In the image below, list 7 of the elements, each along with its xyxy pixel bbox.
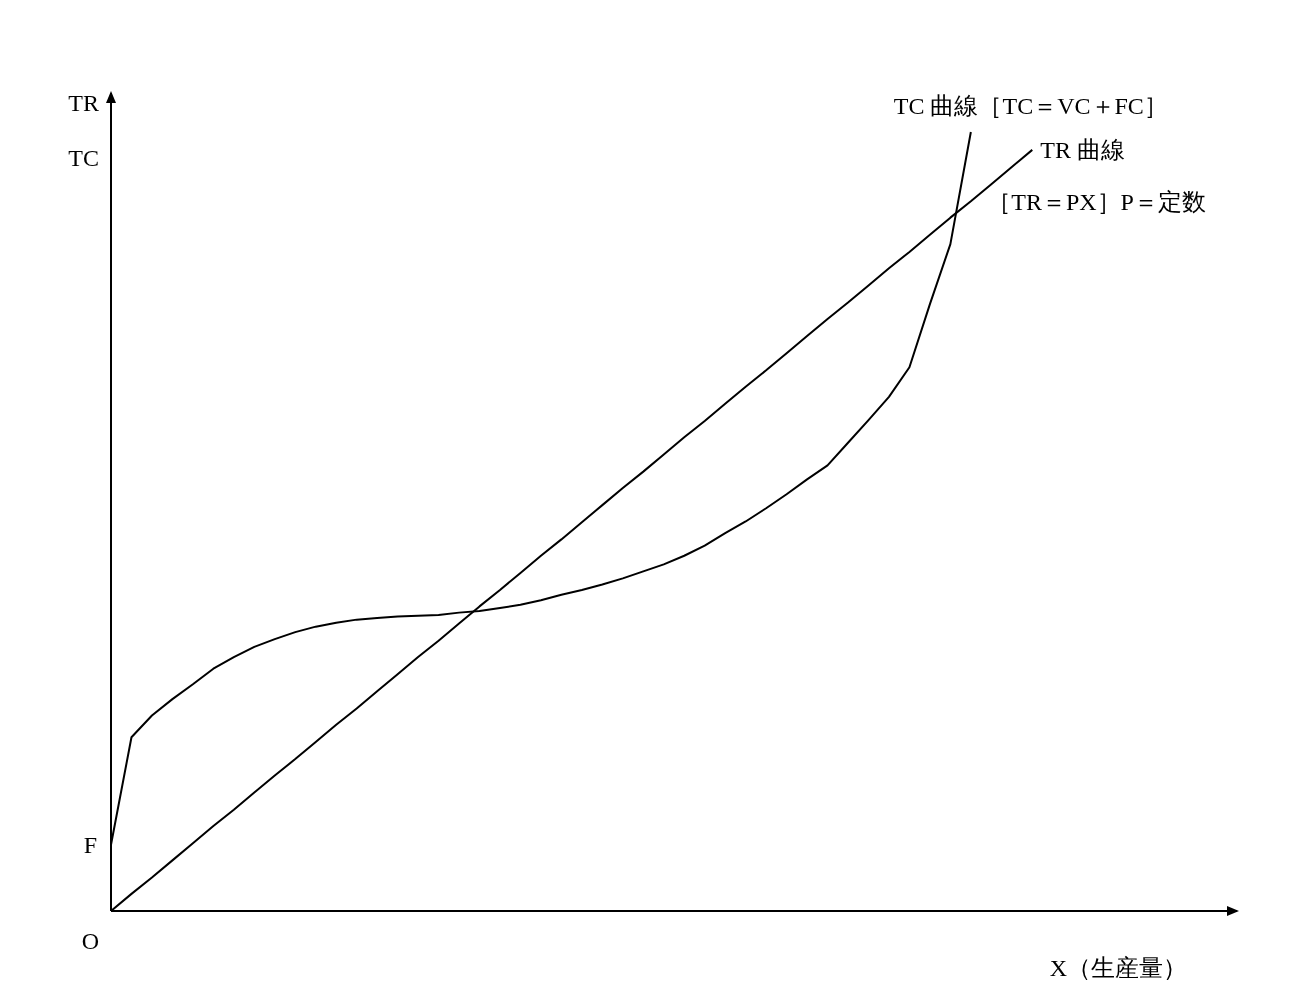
text: TR TC: [68, 90, 99, 171]
text: TC 曲線［TC＝VC＋FC］: [893, 92, 1168, 119]
annotation: ［TR＝PX］P＝定数: [987, 188, 1206, 215]
text: O: [81, 928, 99, 954]
x-axis-title: X（生産量）: [1049, 955, 1187, 981]
text: F: [83, 831, 97, 858]
series-label: TR 曲線: [1040, 136, 1125, 163]
